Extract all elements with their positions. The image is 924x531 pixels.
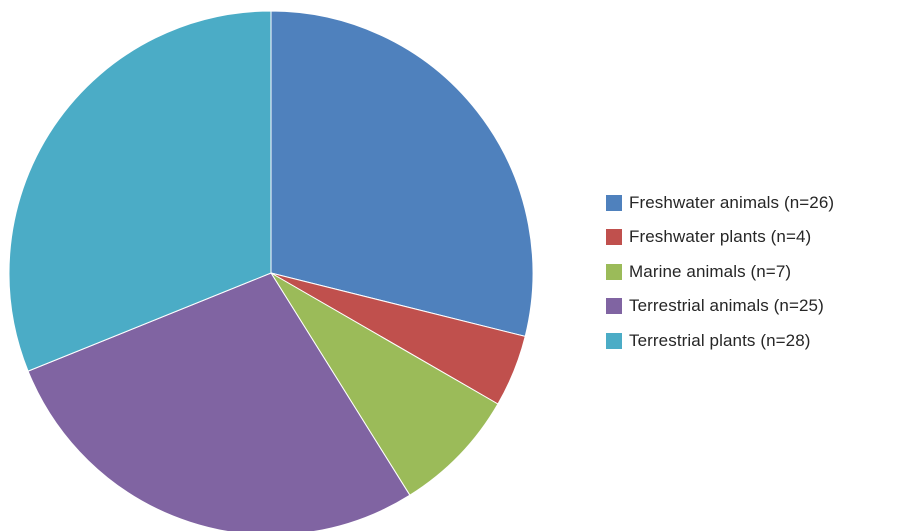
legend-label: Freshwater animals (n=26) [629, 192, 835, 212]
legend-item-5: Terrestrial plants (n=28) [606, 328, 834, 353]
legend-label: Terrestrial animals (n=25) [629, 296, 824, 315]
legend-item-2: Freshwater plants (n=4) [606, 225, 834, 250]
legend-swatch [606, 263, 622, 280]
legend-swatch [606, 298, 622, 314]
legend-item-3: Marine animals (n=7) [606, 259, 834, 284]
pie-slice-4 [27, 272, 411, 531]
legend-swatch [606, 229, 622, 245]
legend-swatch [606, 194, 622, 211]
pie-slice-1 [270, 10, 534, 337]
legend-swatch [606, 332, 622, 349]
pie-slice-3 [270, 272, 499, 496]
legend-label: Freshwater plants (n=4) [629, 227, 812, 246]
pie-slices [8, 10, 534, 531]
pie-slice-5 [8, 10, 272, 372]
legend-item-1: Freshwater animals (n=26) [606, 190, 834, 215]
legend-item-4: Terrestrial animals (n=25) [606, 294, 834, 319]
chart-legend: Freshwater animals (n=26) Freshwater plan… [606, 190, 834, 363]
legend-label: Marine animals (n=7) [629, 261, 792, 281]
legend-label: Terrestrial plants (n=28) [629, 330, 811, 350]
